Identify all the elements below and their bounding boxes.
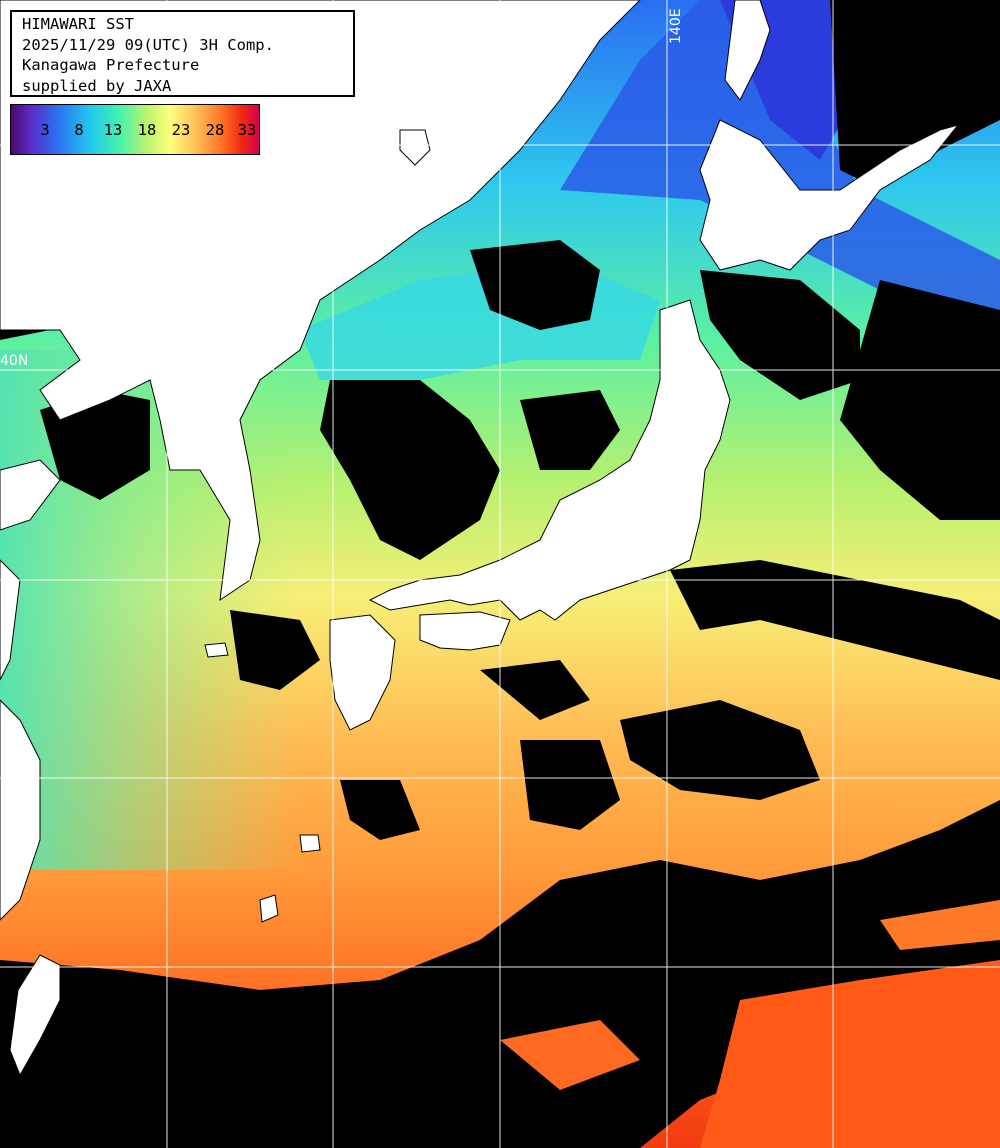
legend-tick: 33 [237,121,257,139]
legend-tick: 3 [40,121,50,139]
legend-tick: 8 [74,121,84,139]
longitude-label: 140E [668,8,684,44]
legend-tick: 28 [205,121,225,139]
title-line-datetime: 2025/11/29 09(UTC) 3H Comp. [22,35,274,54]
warm-water-patches [500,900,1000,1148]
title-line-credit: supplied by JAXA [22,76,172,95]
legend-tick: 23 [171,121,191,139]
legend-tick: 13 [103,121,123,139]
temperature-color-legend: 3 8 13 18 23 28 33 [10,104,260,155]
latitude-label: 40N [0,353,29,369]
title-line-region: Kanagawa Prefecture [22,56,200,74]
map-info-box: HIMAWARI SST 2025/11/29 09(UTC) 3H Comp.… [10,10,355,97]
title-line-product: HIMAWARI SST [22,15,134,33]
legend-tick: 18 [137,121,157,139]
